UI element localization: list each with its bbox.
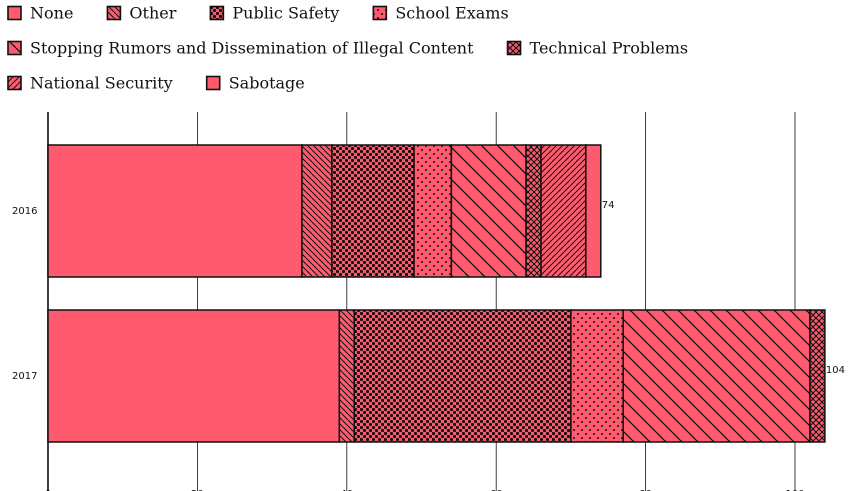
legend-label: Other — [129, 4, 176, 23]
legend-item-technical-problems: Technical Problems — [506, 39, 689, 58]
legend-item-sabotage: Sabotage — [205, 74, 305, 93]
legend-label: Stopping Rumors and Dissemination of Ill… — [30, 39, 474, 58]
bar-segment-technical-problems — [809, 309, 826, 443]
category-label: 2016 — [12, 206, 37, 217]
x-tick-label: 60 — [490, 489, 503, 491]
bar-group-2017 — [47, 309, 826, 443]
bar-total-label: 74 — [602, 200, 615, 211]
bar-group-2016 — [47, 144, 602, 278]
legend-item-other: Other — [106, 4, 177, 23]
bars — [47, 144, 826, 443]
legend-label: School Exams — [395, 4, 508, 23]
legend-swatch — [506, 40, 522, 56]
legend-item-public-safety: Public Safety — [209, 4, 339, 23]
x-tick-label: 80 — [639, 489, 652, 491]
category-label: 2017 — [12, 371, 37, 382]
bar-segment-stopping-rumors-and-dissemination-of-illegal-content — [622, 309, 811, 443]
x-tick-label: 20 — [191, 489, 204, 491]
legend-swatch — [205, 75, 221, 91]
legend-label: Public Safety — [232, 4, 339, 23]
bar-total-label: 104 — [826, 365, 845, 376]
legend-label: Sabotage — [229, 74, 305, 93]
legend-swatch — [7, 75, 22, 91]
legend-swatch — [7, 5, 22, 21]
x-tick-label: 100 — [785, 489, 804, 491]
legend-item-school-exams: School Exams — [372, 4, 509, 23]
bar-segment-sabotage — [585, 144, 602, 278]
legend-item-stopping-rumors-and-dissemination-of-illegal-content: Stopping Rumors and Dissemination of Ill… — [7, 39, 474, 58]
bar-segment-none — [47, 144, 303, 278]
bar-segment-none — [47, 309, 341, 443]
legend-item-none: None — [7, 4, 73, 23]
bar-segment-technical-problems — [525, 144, 542, 278]
legend-swatch — [106, 5, 122, 21]
bar-segment-school-exams — [413, 144, 453, 278]
legend-label: None — [30, 4, 73, 23]
legend-label: Technical Problems — [530, 39, 689, 58]
bar-segment-public-safety — [331, 144, 415, 278]
legend-swatch — [372, 5, 388, 21]
legend-item-national-security: National Security — [7, 74, 173, 93]
bar-segment-national-security — [540, 144, 587, 278]
legend: None Other Public Safety School Exams Stoppi… — [7, 4, 689, 93]
bar-segment-stopping-rumors-and-dissemination-of-illegal-content — [450, 144, 527, 278]
bar-segment-other — [301, 144, 333, 278]
labels: 0 20 40 60 80 100 74 2016 104 2017 — [12, 200, 845, 491]
bar-segment-other — [338, 309, 356, 443]
legend-label: National Security — [30, 74, 173, 93]
bar-segment-school-exams — [570, 309, 624, 443]
legend-swatch — [209, 5, 225, 21]
legend-swatch — [7, 40, 22, 56]
x-tick-label: 0 — [45, 489, 51, 491]
bar-segment-public-safety — [353, 309, 572, 443]
x-tick-label: 40 — [340, 489, 353, 491]
